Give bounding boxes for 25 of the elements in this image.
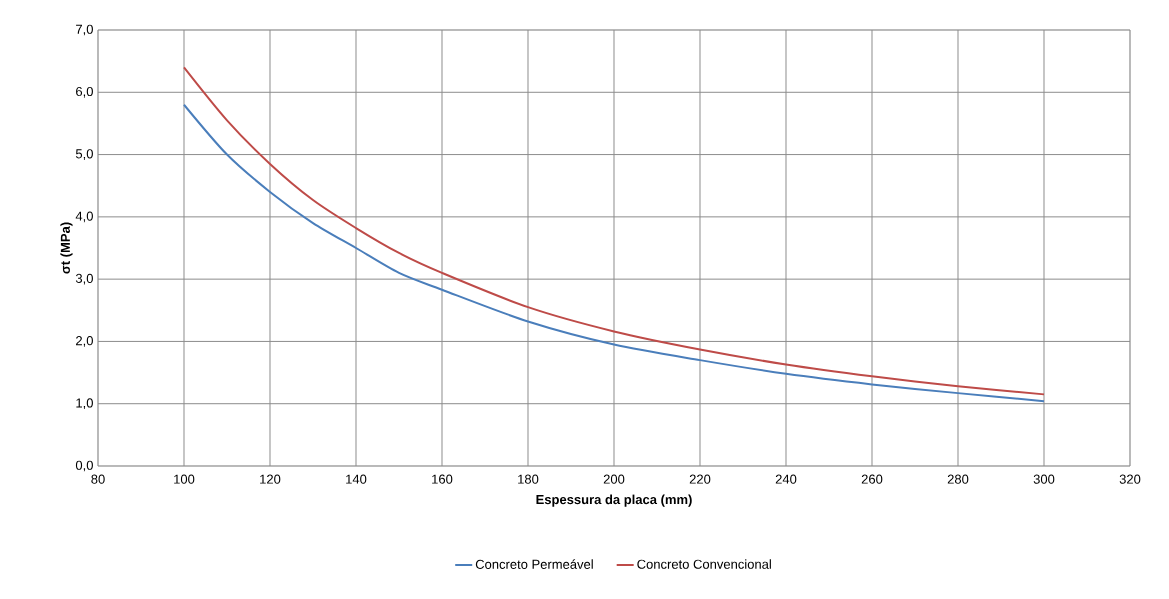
x-tick-label: 80 [91, 474, 105, 484]
x-tick-label: 100 [174, 474, 195, 484]
legend-label: Concreto Permeável [475, 559, 593, 569]
x-tick-label: 260 [861, 474, 883, 484]
y-tick-label: 5,0 [75, 149, 93, 160]
y-tick-label: 4,0 [75, 211, 93, 223]
y-tick-label: 2,0 [76, 336, 93, 347]
x-tick-label: 320 [1119, 474, 1141, 484]
y-tick-label: 7,0 [76, 24, 93, 36]
x-tick-label: 160 [432, 474, 453, 484]
x-axis-title: Espessura da placa (mm) [536, 494, 692, 507]
x-tick-label: 120 [260, 474, 281, 484]
y-tick-label: 3,0 [75, 273, 93, 285]
x-tick-label: 240 [775, 474, 797, 484]
y-tick-label: 1,0 [76, 398, 93, 410]
x-tick-label: 280 [947, 474, 969, 484]
x-tick-label: 300 [1033, 474, 1055, 484]
x-tick-label: 180 [518, 474, 539, 484]
x-tick-label: 200 [603, 474, 625, 484]
legend-label: Concreto Convencional [637, 559, 771, 569]
x-tick-label: 220 [689, 474, 711, 484]
y-axis-title: σt (MPa) [60, 222, 73, 274]
x-tick-label: 140 [346, 474, 367, 484]
y-tick-label: 0,0 [75, 460, 93, 472]
y-tick-label: 6,0 [76, 86, 93, 98]
